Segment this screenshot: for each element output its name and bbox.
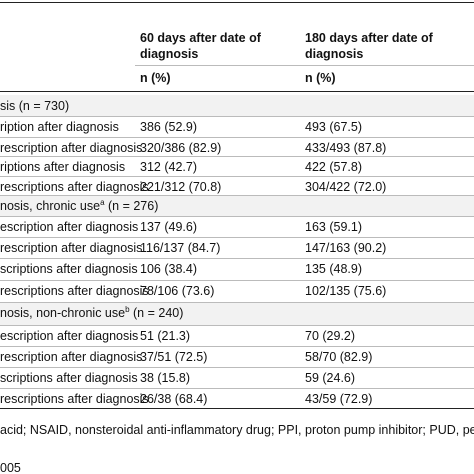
section-label: nosis, chronic usea (n = 276) [0, 198, 158, 214]
column-header: 180 days after date of diagnosis [305, 31, 433, 61]
column-header: 60 days after date of diagnosis [140, 31, 261, 61]
row-label: escription after diagnosis [0, 220, 139, 234]
cell: 422 (57.8) [305, 160, 362, 174]
row-rule [0, 156, 474, 157]
section-text: nosis, non-chronic use [0, 306, 126, 320]
row-rule [0, 388, 474, 389]
row-label: scriptions after diagnosis [0, 371, 138, 385]
cell: 320/386 (82.9) [140, 141, 222, 155]
cell: 58/70 (82.9) [305, 350, 373, 364]
row-label: riptions after diagnosis [0, 160, 126, 174]
cell: 38 (15.8) [140, 371, 191, 385]
row-rule [0, 367, 474, 368]
footnote: acid; NSAID, nonsteroidal anti-inflammat… [0, 423, 474, 437]
row-label: rescription after diagnosis [0, 350, 143, 364]
cell: 37/51 (72.5) [140, 350, 208, 364]
header-rule [135, 65, 474, 66]
cell: 304/422 (72.0) [305, 180, 387, 194]
cell: 102/135 (75.6) [305, 284, 387, 298]
row-label: ription after diagnosis [0, 120, 119, 134]
row-rule [0, 280, 474, 281]
row-rule [0, 237, 474, 238]
section-text: nosis, chronic use [0, 199, 101, 213]
row-label: rescriptions after diagnosis [0, 180, 149, 194]
cell: 386 (52.9) [140, 120, 197, 134]
bottom-rule [0, 408, 474, 409]
unit-header: n (%) [305, 71, 336, 85]
unit-header: n (%) [140, 71, 171, 85]
row-rule [0, 346, 474, 347]
footnote-mark: a [100, 197, 105, 207]
row-label: escription after diagnosis [0, 329, 139, 343]
cell: 163 (59.1) [305, 220, 362, 234]
top-rule [0, 2, 474, 3]
row-rule [0, 176, 474, 177]
row-label: rescriptions after diagnosis [0, 284, 149, 298]
cell: 493 (67.5) [305, 120, 362, 134]
cell: 78/106 (73.6) [140, 284, 215, 298]
cell: 51 (21.3) [140, 329, 191, 343]
row-rule [0, 116, 474, 117]
row-rule [0, 302, 474, 303]
cell: 221/312 (70.8) [140, 180, 222, 194]
row-label: rescriptions after diagnosis [0, 392, 149, 406]
cell: 116/137 (84.7) [140, 241, 221, 255]
cell: 106 (38.4) [140, 262, 197, 276]
cell: 26/38 (68.4) [140, 392, 208, 406]
cell: 135 (48.9) [305, 262, 362, 276]
section-count: (n = 276) [104, 199, 159, 213]
cell: 59 (24.6) [305, 371, 356, 385]
row-rule [0, 325, 474, 326]
cell: 433/493 (87.8) [305, 141, 387, 155]
cell: 70 (29.2) [305, 329, 356, 343]
section-band [0, 95, 474, 116]
row-rule [0, 216, 474, 217]
section-count: (n = 240) [129, 306, 184, 320]
section-band [0, 195, 474, 216]
footnote-mark: b [125, 304, 130, 314]
row-rule [0, 258, 474, 259]
footer: 005 [0, 461, 21, 474]
cell: 137 (49.6) [140, 220, 197, 234]
row-label: rescription after diagnosis [0, 241, 143, 255]
section-label: nosis, non-chronic useb (n = 240) [0, 305, 183, 321]
row-label: rescription after diagnosis [0, 141, 143, 155]
cell: 147/163 (90.2) [305, 241, 387, 255]
section-band [0, 302, 474, 325]
section-label: sis (n = 730) [0, 98, 69, 114]
row-rule [0, 137, 474, 138]
row-label: scriptions after diagnosis [0, 262, 138, 276]
section-text: sis (n = 730) [0, 99, 70, 113]
row-rule [0, 195, 474, 196]
cell: 312 (42.7) [140, 160, 197, 174]
cell: 43/59 (72.9) [305, 392, 373, 406]
header-bottom-rule [0, 91, 474, 92]
